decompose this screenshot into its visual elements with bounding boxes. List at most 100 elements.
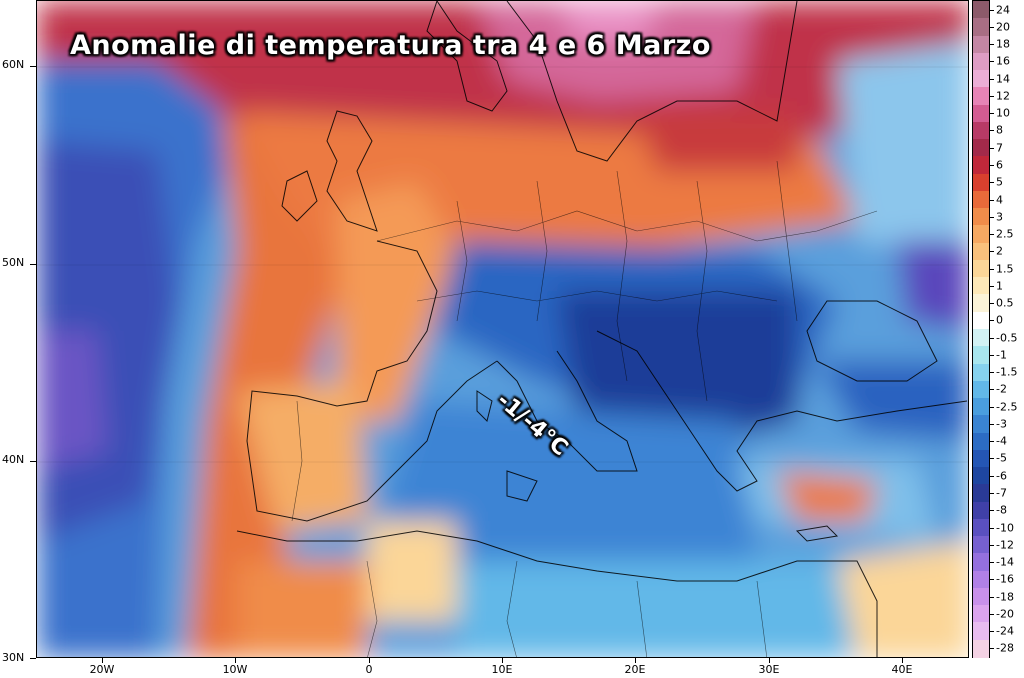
- colorbar-label: 0: [996, 313, 1003, 327]
- colorbar-cell: [973, 242, 989, 261]
- colorbar-label: 4: [996, 193, 1003, 207]
- colorbar-label: -16: [996, 572, 1014, 586]
- colorbar-cell: [973, 605, 989, 624]
- colorbar-label: -4: [996, 434, 1007, 448]
- colorbar-cell: [973, 639, 989, 658]
- colorbar-label: 7: [996, 141, 1003, 155]
- colorbar-label: -1.5: [996, 365, 1018, 379]
- colorbar-tick: [990, 544, 994, 546]
- colorbar-tick: [990, 216, 994, 218]
- colorbar-cell: [973, 52, 989, 71]
- colorbar-label: -2: [996, 382, 1007, 396]
- colorbar-cell: [973, 587, 989, 606]
- lon-tick: [369, 658, 370, 663]
- colorbar-cell: [973, 518, 989, 537]
- lon-label-20e: 20E: [624, 663, 646, 676]
- lat-label-30n: 30N: [2, 651, 25, 664]
- lat-tick: [30, 461, 36, 462]
- lat-tick: [30, 264, 36, 265]
- colorbar-tick: [990, 165, 994, 166]
- colorbar-label: -1: [996, 348, 1007, 362]
- lon-label-0: 0: [365, 663, 373, 676]
- map-title: Anomalie di temperatura tra 4 e 6 Marzo: [70, 30, 711, 61]
- lon-tick: [502, 658, 503, 663]
- colorbar-cell: [973, 18, 989, 37]
- lon-label-10w: 10W: [222, 663, 248, 676]
- colorbar-label: -0.5: [996, 331, 1018, 345]
- coastlines: [236, 1, 968, 657]
- colorbar-label: 14: [996, 72, 1010, 86]
- graticule: [37, 66, 968, 463]
- lat-label-60n: 60N: [2, 58, 25, 71]
- colorbar-label: -24: [996, 624, 1014, 638]
- colorbar-label: -10: [996, 521, 1014, 535]
- colorbar-tick: [990, 285, 994, 287]
- colorbar-label: 20: [996, 20, 1010, 34]
- lat-label-40n: 40N: [2, 453, 25, 466]
- colorbar-tick: [990, 130, 994, 132]
- colorbar-cell: [973, 329, 989, 347]
- colorbar-tick: [990, 337, 994, 339]
- colorbar-label: -20: [996, 607, 1014, 621]
- colorbar-cell: [973, 190, 989, 209]
- colorbar-label: 8: [996, 123, 1003, 137]
- colorbar-tick: [990, 61, 994, 63]
- colorbar-cell: [973, 259, 989, 278]
- colorbar-tick: [990, 389, 994, 391]
- colorbar-tick: [990, 199, 994, 201]
- colorbar-cell: [973, 311, 989, 330]
- colorbar-cell: [973, 380, 989, 399]
- colorbar-tick: [990, 44, 994, 46]
- colorbar-cell: [973, 35, 989, 54]
- colorbar-tick: [990, 9, 994, 11]
- colorbar-cell: [973, 536, 989, 555]
- anomaly-field: [37, 1, 968, 657]
- colorbar-tick: [990, 182, 994, 184]
- colorbar-cell: [973, 121, 989, 140]
- colorbar-tick: [990, 95, 994, 97]
- colorbar-label: 1: [996, 279, 1003, 293]
- colorbar-cell: [973, 70, 989, 89]
- colorbar-label: -5: [996, 451, 1007, 465]
- colorbar-tick: [990, 493, 994, 494]
- colorbar-tick: [990, 648, 994, 650]
- colorbar-tick: [990, 147, 994, 149]
- colorbar-cell: [973, 173, 989, 192]
- lon-tick: [635, 658, 636, 663]
- colorbar-tick: [990, 303, 994, 305]
- colorbar-tick: [990, 579, 994, 581]
- colorbar-label: -18: [996, 590, 1014, 604]
- colorbar-tick: [990, 510, 994, 512]
- temperature-anomaly-map: [37, 1, 968, 657]
- colorbar-tick: [990, 113, 994, 115]
- colorbar-cell: [973, 432, 989, 451]
- lon-tick: [102, 658, 103, 663]
- lat-tick: [30, 66, 36, 67]
- colorbar-cell: [973, 553, 989, 572]
- colorbar-cell: [973, 622, 989, 641]
- colorbar-tick: [990, 613, 994, 615]
- colorbar-cell: [973, 570, 989, 589]
- colorbar-cell: [973, 1, 989, 19]
- colorbar-label: 5: [996, 175, 1003, 189]
- colorbar-tick: [990, 78, 994, 80]
- colorbar-tick: [990, 251, 994, 253]
- colorbar-cell: [973, 501, 989, 520]
- colorbar-label: 10: [996, 106, 1010, 120]
- lon-tick: [902, 658, 903, 663]
- colorbar-cell: [973, 208, 989, 227]
- colorbar-tick: [990, 441, 994, 443]
- colorbar-cell: [973, 156, 989, 175]
- colorbar: [972, 0, 990, 658]
- colorbar-cell: [973, 277, 989, 296]
- colorbar-label: -12: [996, 538, 1014, 552]
- colorbar-cell: [973, 467, 989, 486]
- colorbar-label: -8: [996, 503, 1007, 517]
- lon-tick: [769, 658, 770, 663]
- lat-label-50n: 50N: [2, 256, 25, 269]
- lon-label-10e: 10E: [491, 663, 513, 676]
- colorbar-label: -28: [996, 641, 1014, 655]
- colorbar-label: 18: [996, 37, 1010, 51]
- colorbar-cell: [973, 139, 989, 158]
- colorbar-label: 24: [996, 3, 1010, 17]
